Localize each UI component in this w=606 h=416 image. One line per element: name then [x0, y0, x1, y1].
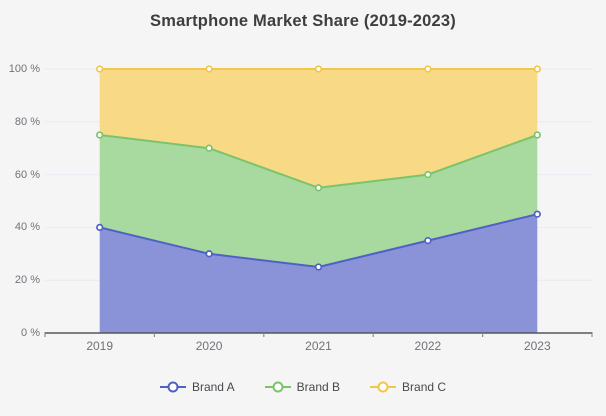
point-brand-a-2021 — [314, 263, 323, 271]
legend-item-brand-a[interactable]: Brand A — [159, 380, 235, 394]
point-brand-c-2020 — [205, 65, 213, 73]
point-brand-c-2022 — [424, 65, 432, 73]
y-axis-label-20: 20 % — [14, 274, 40, 287]
legend-marker-icon — [264, 381, 291, 393]
y-axis-label-80: 80 % — [14, 115, 40, 128]
point-brand-a-2019 — [96, 223, 104, 232]
point-brand-b-2021 — [314, 184, 323, 192]
legend-marker-icon — [370, 381, 397, 393]
chart-legend: Brand A Brand B Brand C — [0, 380, 606, 394]
point-brand-a-2020 — [205, 250, 213, 258]
x-axis-label-2023: 2023 — [523, 339, 551, 353]
area-brand-b — [99, 135, 538, 267]
x-axis-label-2022: 2022 — [414, 339, 442, 353]
x-axis-label-2021: 2021 — [305, 339, 332, 353]
area-brand-c — [99, 69, 538, 188]
series-areas — [99, 69, 538, 333]
point-brand-a-2023 — [533, 210, 541, 218]
point-brand-b-2020 — [205, 144, 213, 152]
x-axis-label-2019: 2019 — [86, 339, 114, 353]
x-axis-label-2020: 2020 — [195, 339, 223, 353]
y-axis-label-0: 0 % — [21, 327, 40, 339]
legend-item-brand-b[interactable]: Brand B — [264, 380, 341, 394]
y-axis-label-40: 40 % — [14, 221, 40, 234]
point-brand-b-2022 — [424, 170, 432, 179]
point-brand-c-2023 — [533, 65, 541, 73]
x-axis — [44, 332, 593, 337]
chart-title: Smartphone Market Share (2019-2023) — [150, 12, 456, 30]
legend-item-brand-c[interactable]: Brand C — [370, 380, 446, 394]
point-brand-c-2019 — [96, 65, 104, 73]
point-brand-a-2022 — [424, 236, 432, 245]
y-axis-labels: 0 % 20 % 40 % 60 % 80 % 100 % — [0, 0, 40, 416]
y-axis-label-100: 100 % — [8, 63, 40, 75]
series-markers — [96, 65, 541, 271]
legend-label: Brand C — [402, 380, 447, 394]
point-brand-b-2019 — [96, 131, 104, 139]
legend-marker-icon — [159, 381, 186, 393]
legend-label: Brand B — [296, 380, 341, 394]
legend-label: Brand A — [191, 380, 235, 394]
y-axis-label-60: 60 % — [14, 168, 40, 181]
point-brand-c-2021 — [314, 65, 323, 73]
point-brand-b-2023 — [533, 131, 541, 139]
